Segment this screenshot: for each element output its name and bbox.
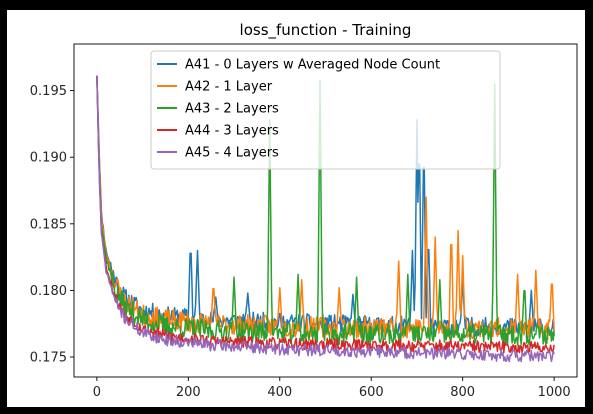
series-line-1 <box>96 76 555 338</box>
series-line-5 <box>96 75 555 363</box>
x-tick-label: 200 <box>176 385 201 400</box>
y-tick-label: 0.185 <box>30 217 67 232</box>
legend-box <box>150 50 501 170</box>
legend-label-2: A42 - 1 Layer <box>185 80 273 95</box>
x-tick-label: 800 <box>450 385 475 400</box>
legend-label-3: A43 - 2 Layers <box>185 102 279 117</box>
x-tick-label: 400 <box>267 385 292 400</box>
legend-label-1: A41 - 0 Layers w Averaged Node Count <box>185 58 440 73</box>
figure-panel: loss_function - Training 0.175 0.180 0.185 0… <box>7 10 585 407</box>
y-tick-label: 0.190 <box>30 151 67 166</box>
series-line-3 <box>96 76 555 346</box>
y-tick-label: 0.180 <box>30 284 67 299</box>
x-tick-label: 0 <box>93 385 101 400</box>
chart-title: loss_function - Training <box>240 21 412 40</box>
x-tick-label: 600 <box>359 385 384 400</box>
x-tick-label: 1000 <box>538 385 571 400</box>
series-line-2 <box>96 76 555 341</box>
y-tick-label: 0.175 <box>30 351 67 366</box>
y-tick-label: 0.195 <box>30 84 67 99</box>
plot-frame <box>73 43 578 378</box>
legend-label-5: A45 - 4 Layers <box>185 146 279 161</box>
loss-chart: loss_function - Training 0.175 0.180 0.185 0… <box>30 21 578 400</box>
legend-label-4: A44 - 3 Layers <box>185 124 279 139</box>
